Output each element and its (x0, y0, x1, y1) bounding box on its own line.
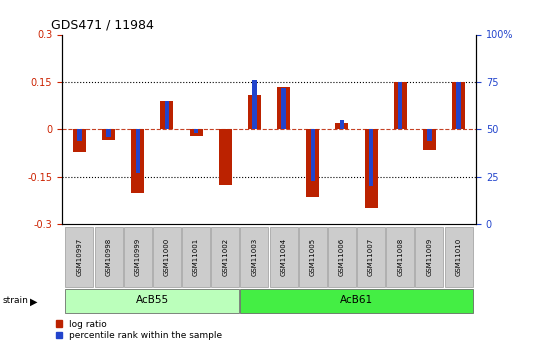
Bar (270, 227, 298, 287)
Bar (107, 129, 111, 137)
Bar (160, 101, 173, 129)
Text: GSM11004: GSM11004 (281, 238, 287, 276)
Text: GDS471 / 11984: GDS471 / 11984 (51, 18, 154, 31)
Bar (365, 129, 378, 208)
Text: GSM11009: GSM11009 (427, 238, 433, 276)
Bar (427, 129, 431, 141)
Bar (124, 227, 152, 287)
Bar (357, 227, 385, 287)
Bar (66, 227, 94, 287)
Bar (386, 227, 414, 287)
Bar (73, 129, 86, 151)
Text: GSM10998: GSM10998 (105, 238, 111, 276)
Bar (252, 80, 257, 129)
Text: AcB55: AcB55 (136, 296, 169, 305)
Text: GSM11007: GSM11007 (368, 238, 374, 276)
Text: strain: strain (3, 296, 29, 305)
Bar (306, 129, 320, 197)
Bar (102, 129, 115, 140)
Bar (456, 82, 461, 129)
Bar (240, 227, 268, 287)
Bar (415, 227, 443, 287)
Bar (131, 129, 144, 193)
Bar (153, 227, 181, 287)
Text: GSM11001: GSM11001 (193, 238, 199, 276)
Text: GSM11008: GSM11008 (397, 238, 404, 276)
Bar (277, 87, 290, 129)
Bar (218, 129, 232, 185)
Bar (398, 82, 402, 129)
Bar (66, 289, 239, 313)
Text: GSM11000: GSM11000 (164, 238, 170, 276)
Bar (165, 101, 169, 129)
Bar (182, 227, 210, 287)
Bar (194, 129, 199, 133)
Bar (394, 82, 407, 129)
Bar (339, 120, 344, 129)
Bar (189, 129, 203, 136)
Text: AcB61: AcB61 (340, 296, 373, 305)
Bar (444, 227, 472, 287)
Text: GSM11005: GSM11005 (310, 238, 316, 276)
Text: GSM10999: GSM10999 (134, 238, 141, 276)
Bar (335, 123, 349, 129)
Bar (328, 227, 356, 287)
Legend: log ratio, percentile rank within the sample: log ratio, percentile rank within the sa… (55, 320, 222, 341)
Bar (240, 289, 472, 313)
Bar (299, 227, 327, 287)
Text: GSM11006: GSM11006 (339, 238, 345, 276)
Bar (369, 129, 373, 186)
Bar (452, 82, 465, 129)
Bar (423, 129, 436, 150)
Text: GSM11002: GSM11002 (222, 238, 228, 276)
Bar (248, 95, 261, 129)
Text: GSM11010: GSM11010 (456, 238, 462, 276)
Bar (281, 88, 286, 129)
Bar (136, 129, 140, 173)
Text: GSM10997: GSM10997 (76, 238, 82, 276)
Text: GSM11003: GSM11003 (251, 238, 257, 276)
Bar (77, 129, 82, 141)
Bar (310, 129, 315, 181)
Text: ▶: ▶ (30, 297, 37, 307)
Bar (95, 227, 123, 287)
Bar (211, 227, 239, 287)
